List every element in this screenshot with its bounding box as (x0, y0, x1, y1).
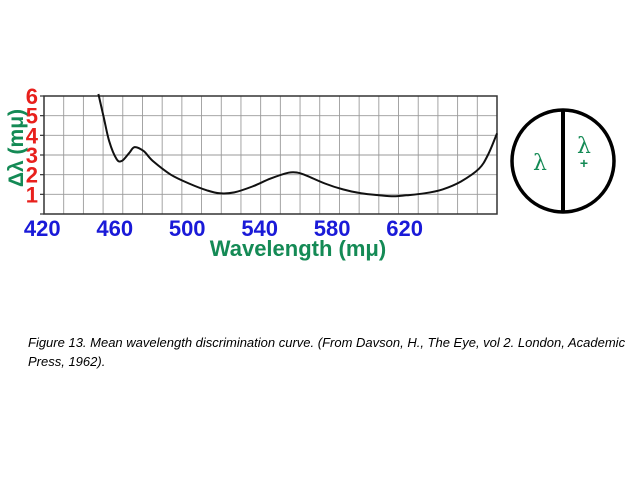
y-tick-label: 4 (26, 123, 39, 148)
x-tick-label: 460 (96, 216, 133, 241)
y-tick-label: 1 (26, 182, 38, 207)
chart-frame (40, 95, 498, 215)
x-tick-label: 500 (169, 216, 206, 241)
y-tick-label: 5 (26, 104, 38, 129)
chart-grid (44, 96, 497, 214)
x-tick-labels: 420 460 500 540 580 620 (24, 216, 423, 241)
bipartite-field-inset: λ λ + (510, 108, 616, 214)
figure-caption: Figure 13. Mean wavelength discriminatio… (28, 335, 626, 369)
x-tick-label: 420 (24, 216, 61, 241)
x-tick-label: 540 (241, 216, 278, 241)
y-axis-title: Δλ (mμ) (5, 109, 28, 187)
x-tick-label: 620 (386, 216, 423, 241)
x-tick-label: 580 (314, 216, 351, 241)
y-tick-label: 2 (26, 163, 38, 188)
x-axis-title: Wavelength (mμ) (210, 236, 386, 261)
inset-plus-sign: + (580, 155, 588, 171)
inset-right-lambda: λ (577, 134, 591, 159)
inset-left-lambda: λ (533, 151, 547, 176)
y-tick-label: 3 (26, 143, 38, 168)
y-tick-label: 6 (26, 84, 38, 109)
discrimination-curve (97, 93, 498, 198)
